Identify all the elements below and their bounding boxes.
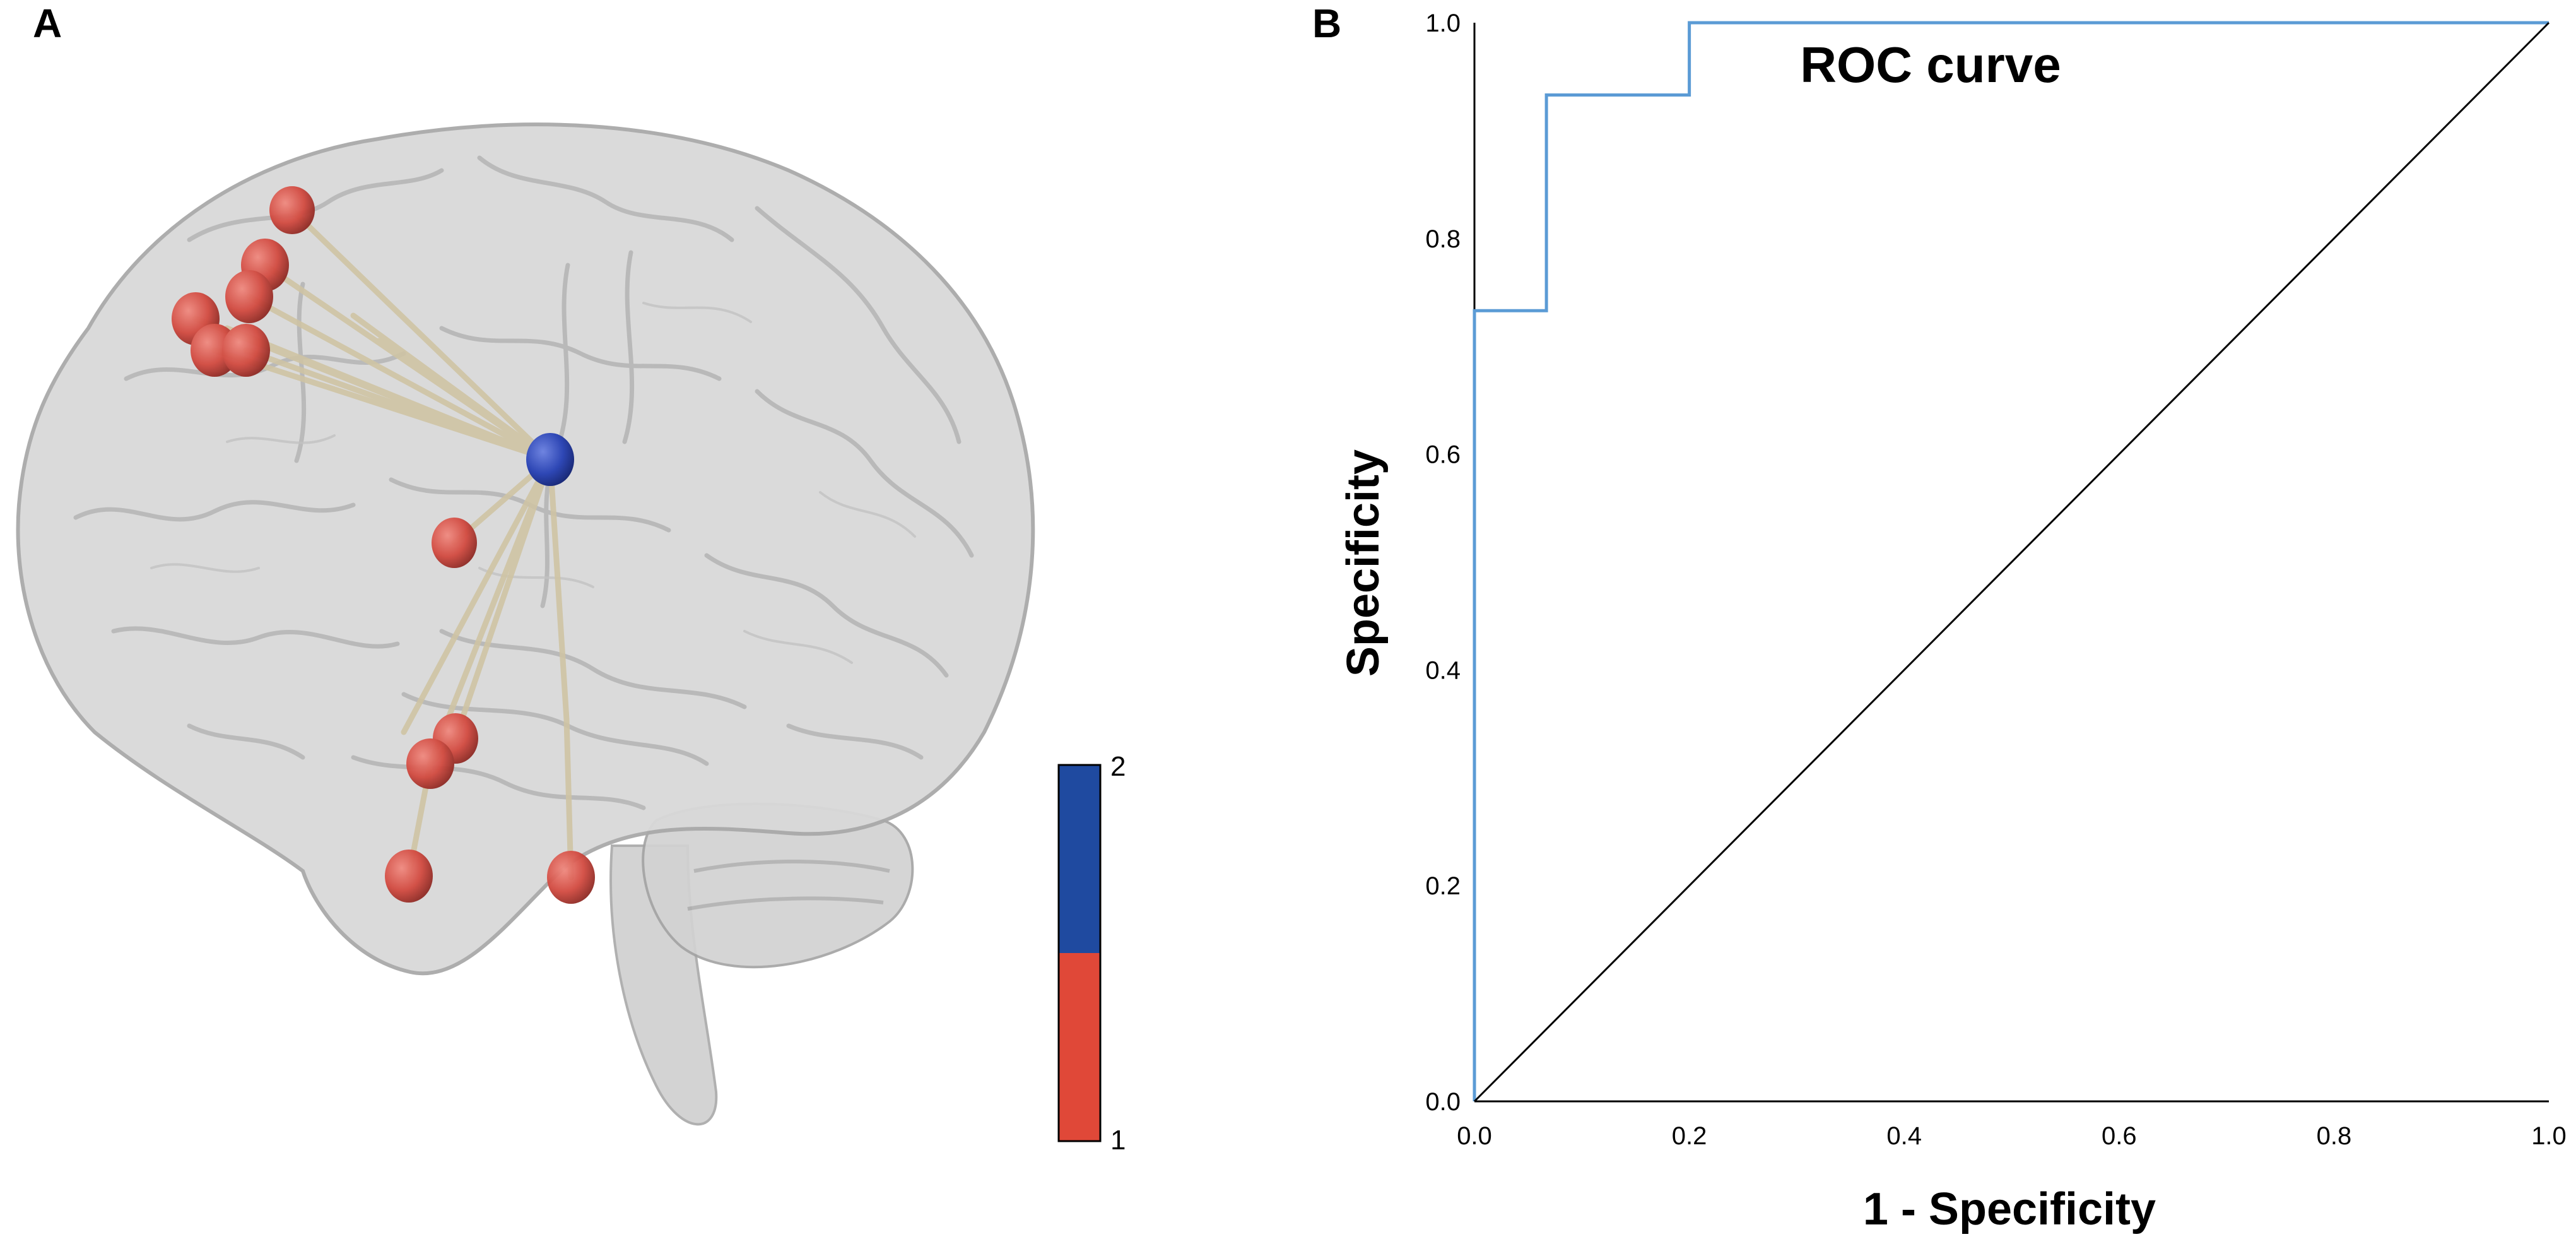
x-tick-label: 1.0 <box>2531 1122 2567 1150</box>
chart-series <box>1473 21 2550 1103</box>
y-tick-label: 0.4 <box>1425 656 1461 684</box>
panel-a-label: A <box>33 1 62 46</box>
brain-network-figure <box>16 122 1102 1142</box>
hub-node <box>526 433 574 486</box>
region-node <box>547 851 595 904</box>
region-node <box>406 738 454 789</box>
x-tick-label: 0.8 <box>2317 1122 2352 1150</box>
cerebrum <box>16 122 1035 976</box>
y-axis-label: Specificity <box>1338 449 1389 677</box>
region-nodes <box>172 186 595 904</box>
colorbar-high-segment <box>1059 765 1100 953</box>
y-tick-label: 1.0 <box>1425 9 1461 37</box>
roc-curve-line <box>1473 21 2549 1101</box>
region-node <box>269 186 315 234</box>
region-node <box>432 518 477 568</box>
y-tick-label: 0.6 <box>1425 441 1461 469</box>
reference-diagonal-line <box>1473 21 2550 1103</box>
x-tick-label: 0.0 <box>1457 1122 1492 1150</box>
colorbar-max-label: 2 <box>1110 751 1126 782</box>
x-tick-label: 0.2 <box>1672 1122 1707 1150</box>
chart-title: ROC curve <box>1800 37 2061 93</box>
region-node <box>385 850 433 903</box>
y-tick-label: 0.8 <box>1425 225 1461 253</box>
panel-b-label: B <box>1312 1 1342 46</box>
x-axis-label: 1 - Specificity <box>1863 1184 2156 1235</box>
colorbar-low-segment <box>1059 953 1100 1141</box>
region-node <box>222 324 270 377</box>
colorbar-min-label: 1 <box>1110 1125 1126 1156</box>
x-tick-label: 0.4 <box>1886 1122 1922 1150</box>
region-node <box>225 270 273 323</box>
x-tick-label: 0.6 <box>2102 1122 2137 1150</box>
y-tick-label: 0.0 <box>1425 1088 1461 1116</box>
y-tick-label: 0.2 <box>1425 872 1461 900</box>
colorbar <box>1057 764 1102 1142</box>
chart-tick-labels: 0.0 0.2 0.4 0.6 0.8 1.0 0.0 0.2 0.4 0.6 0.8 1.0 <box>1425 9 2566 1150</box>
